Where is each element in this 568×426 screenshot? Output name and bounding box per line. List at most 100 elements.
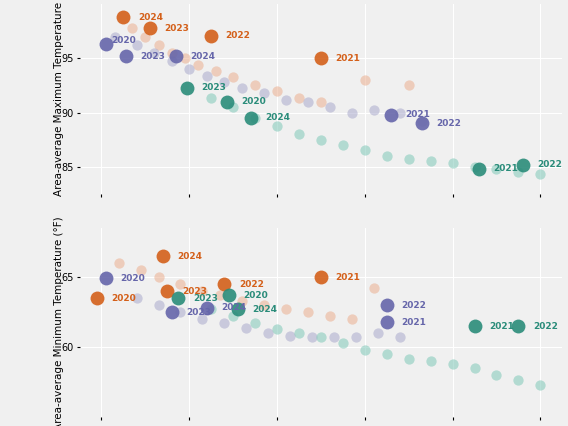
Point <box>246 115 255 121</box>
Text: 2024: 2024 <box>252 305 277 314</box>
Point <box>329 334 339 341</box>
Point <box>132 42 141 49</box>
Point <box>325 104 334 111</box>
Point <box>167 49 176 56</box>
Point <box>281 96 290 103</box>
Point <box>215 292 224 299</box>
Point <box>211 68 220 75</box>
Point <box>382 302 391 308</box>
Point <box>172 53 181 60</box>
Text: 2022: 2022 <box>537 160 562 169</box>
Point <box>404 156 414 163</box>
Point <box>536 382 545 389</box>
Point <box>228 104 237 111</box>
Point <box>360 77 369 83</box>
Point <box>264 330 273 337</box>
Point <box>233 306 242 313</box>
Text: 2022: 2022 <box>239 279 264 288</box>
Point <box>154 273 163 280</box>
Point <box>250 82 260 89</box>
Text: 2023: 2023 <box>182 287 207 296</box>
Point <box>514 323 523 330</box>
Point <box>352 334 361 341</box>
Point <box>202 305 211 311</box>
Point <box>228 313 237 320</box>
Text: 2021: 2021 <box>336 54 360 63</box>
Text: 2021: 2021 <box>336 273 360 282</box>
Point <box>404 355 414 362</box>
Point <box>382 319 391 325</box>
Point <box>395 109 404 116</box>
Point <box>101 275 110 282</box>
Point <box>198 288 207 294</box>
Y-axis label: Area-average Minimum Temperature (°F): Area-average Minimum Temperature (°F) <box>54 216 64 426</box>
Point <box>339 142 348 149</box>
Point <box>518 161 527 168</box>
Point <box>132 295 141 302</box>
Point <box>198 316 207 322</box>
Point <box>110 33 119 40</box>
Point <box>536 171 545 178</box>
Point <box>93 295 102 302</box>
Point <box>154 42 163 49</box>
Text: 2024: 2024 <box>222 303 247 312</box>
Point <box>185 66 194 73</box>
Point <box>373 330 382 337</box>
Point <box>339 340 348 346</box>
Y-axis label: Area-average Maximum Temperature: Area-average Maximum Temperature <box>54 2 64 196</box>
Point <box>237 297 247 304</box>
Point <box>470 163 479 170</box>
Point <box>158 253 168 259</box>
Text: 2023: 2023 <box>193 294 218 302</box>
Point <box>207 306 216 313</box>
Point <box>250 115 260 121</box>
Point <box>167 57 176 64</box>
Point <box>167 309 176 316</box>
Point <box>149 49 158 56</box>
Point <box>303 98 312 105</box>
Text: 2024: 2024 <box>191 52 216 61</box>
Point <box>242 324 251 331</box>
Point <box>448 160 457 167</box>
Point <box>286 333 295 340</box>
Point <box>448 361 457 368</box>
Text: 2020: 2020 <box>111 294 136 302</box>
Point <box>316 98 325 105</box>
Point <box>182 84 191 91</box>
Text: 2024: 2024 <box>265 113 290 123</box>
Point <box>220 320 229 327</box>
Point <box>347 316 356 322</box>
Point <box>220 79 229 86</box>
Text: 2024: 2024 <box>177 251 202 261</box>
Text: 2021: 2021 <box>401 317 426 326</box>
Point <box>474 165 483 172</box>
Point <box>360 347 369 354</box>
Point <box>101 41 110 48</box>
Point <box>207 95 216 102</box>
Point <box>273 87 282 94</box>
Point <box>260 89 269 96</box>
Text: 2023: 2023 <box>140 52 165 61</box>
Point <box>387 111 396 118</box>
Text: 2023: 2023 <box>186 308 211 317</box>
Point <box>294 131 303 138</box>
Text: 2024: 2024 <box>138 13 163 22</box>
Point <box>492 165 501 172</box>
Text: 2023: 2023 <box>164 23 189 33</box>
Point <box>316 136 325 143</box>
Point <box>224 292 233 299</box>
Point <box>141 33 150 40</box>
Point <box>308 334 317 341</box>
Point <box>360 147 369 154</box>
Point <box>174 295 183 302</box>
Text: 2022: 2022 <box>533 322 558 331</box>
Text: 2021: 2021 <box>489 322 514 331</box>
Point <box>417 118 427 125</box>
Point <box>382 351 391 358</box>
Point <box>228 73 237 80</box>
Text: 2021: 2021 <box>406 110 431 119</box>
Point <box>417 120 427 127</box>
Point <box>470 323 479 330</box>
Point <box>382 153 391 159</box>
Point <box>250 320 260 327</box>
